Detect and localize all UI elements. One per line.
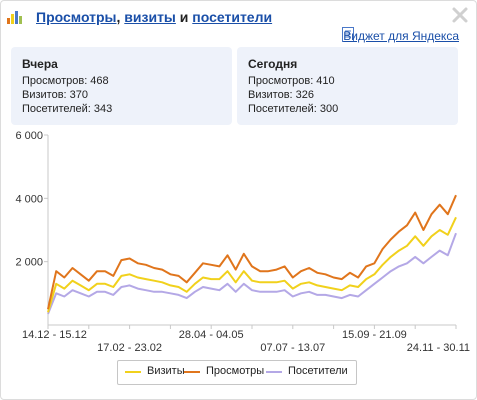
today-card: Сегодня Просмотров: 410 Визитов: 326 Пос…: [237, 47, 458, 125]
y-tick-label: 2 000: [15, 257, 43, 269]
x-tick-label-bottom: 17.02 - 23.02: [97, 342, 162, 354]
legend-swatch-visits: [125, 371, 141, 373]
yesterday-title: Вчера: [22, 57, 58, 71]
legend-label-views: Просмотры: [206, 365, 265, 377]
legend-swatch-views: [184, 371, 200, 373]
x-tick-label-top: 15.09 - 21.09: [342, 329, 407, 341]
series-line-visitors: [47, 232, 457, 315]
legend-label-visits: Визиты: [147, 365, 185, 377]
today-visits: Визитов: 326: [248, 89, 315, 101]
widget-header: Просмотры, визиты и посетители: [6, 6, 437, 28]
x-tick-label-bottom: 07.07 - 13.07: [260, 342, 325, 354]
visits-link[interactable]: визиты: [124, 9, 176, 25]
traffic-line-chart: 6 000 4 000 2 000 14.12 - 15.12 28.04 - 04.0…: [15, 130, 470, 354]
y-tick-label: 6 000: [15, 130, 43, 142]
x-tick-label-top: 14.12 - 15.12: [22, 329, 87, 341]
header-comma: ,: [116, 9, 121, 25]
yesterday-views: Просмотров: 468: [22, 75, 109, 87]
chart-legend: Визиты Просмотры Посетители: [117, 360, 357, 385]
y-tick-label: 4 000: [15, 193, 43, 205]
x-tick-label-bottom: 24.11 - 30.11: [407, 342, 470, 354]
views-link[interactable]: Просмотры: [36, 9, 117, 25]
stats-bars-icon: [7, 11, 22, 24]
series-line-visits: [47, 216, 457, 313]
legend-label-visitors: Посетители: [288, 365, 348, 377]
today-title: Сегодня: [248, 57, 298, 71]
yesterday-card: Вчера Просмотров: 468 Визитов: 370 Посет…: [11, 47, 232, 125]
x-tick-label-top: 28.04 - 04.05: [179, 329, 244, 341]
header-and: и: [179, 9, 189, 25]
yesterday-visits: Визитов: 370: [22, 89, 89, 101]
document-icon: [342, 27, 354, 42]
yesterday-visitors: Посетителей: 343: [22, 103, 113, 115]
series-line-views: [47, 194, 457, 310]
today-views: Просмотров: 410: [248, 75, 335, 87]
visitors-link[interactable]: посетители: [192, 9, 273, 25]
legend-swatch-visitors: [266, 371, 282, 373]
today-visitors: Посетителей: 300: [248, 103, 339, 115]
close-icon[interactable]: [451, 6, 469, 24]
yandex-widget-link[interactable]: Виджет для Яндекса: [343, 29, 459, 43]
